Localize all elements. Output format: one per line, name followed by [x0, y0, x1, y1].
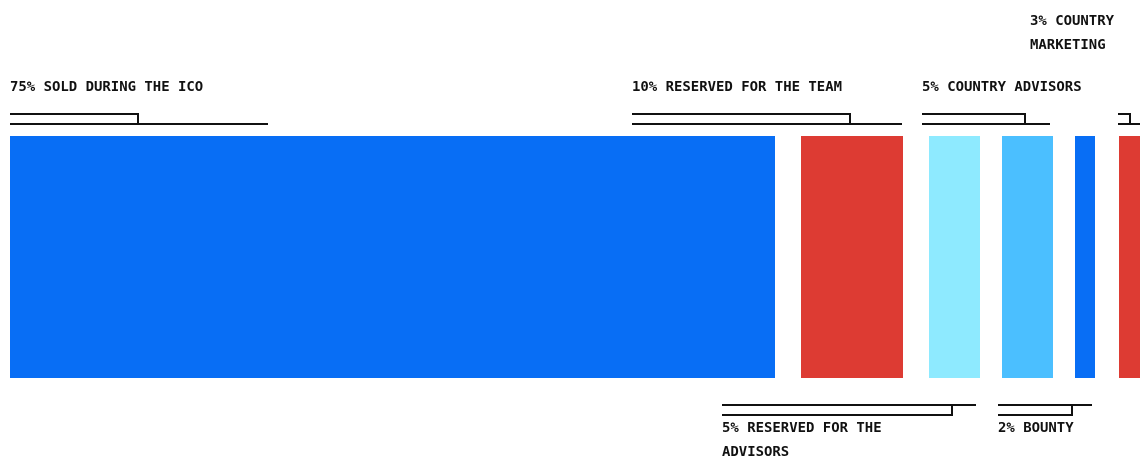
- bars-group: [10, 136, 1140, 378]
- segment-label-3-line-2: ADVISORS: [722, 444, 789, 460]
- bar-segment-3: [929, 136, 980, 378]
- segment-label-6-line-2: MARKETING: [1030, 37, 1106, 53]
- bar-segment-4: [1002, 136, 1053, 378]
- leader-lines-group: [10, 113, 1140, 416]
- leader-line-4: [922, 113, 1050, 125]
- bar-segment-6: [1119, 136, 1140, 378]
- leader-line-5: [998, 404, 1092, 416]
- leader-line-1: [10, 113, 268, 125]
- leader-line-2: [632, 113, 902, 125]
- bar-segment-5: [1075, 136, 1095, 378]
- segment-label-5-line-1: 2% BOUNTY: [998, 420, 1074, 436]
- segment-label-2-line-1: 10% RESERVED FOR THE TEAM: [632, 79, 842, 95]
- segment-label-6-line-1: 3% COUNTRY: [1030, 13, 1115, 29]
- segment-label-3-line-1: 5% RESERVED FOR THE: [722, 420, 882, 436]
- bar-segment-1: [10, 136, 775, 378]
- bar-segment-2: [801, 136, 903, 378]
- labels-group: 75% SOLD DURING THE ICO 10% RESERVED FOR …: [10, 13, 1115, 460]
- leader-line-6: [1118, 113, 1140, 125]
- leader-line-3: [722, 404, 976, 416]
- segment-label-1-line-1: 75% SOLD DURING THE ICO: [10, 79, 203, 95]
- segment-label-4-line-1: 5% COUNTRY ADVISORS: [922, 79, 1082, 95]
